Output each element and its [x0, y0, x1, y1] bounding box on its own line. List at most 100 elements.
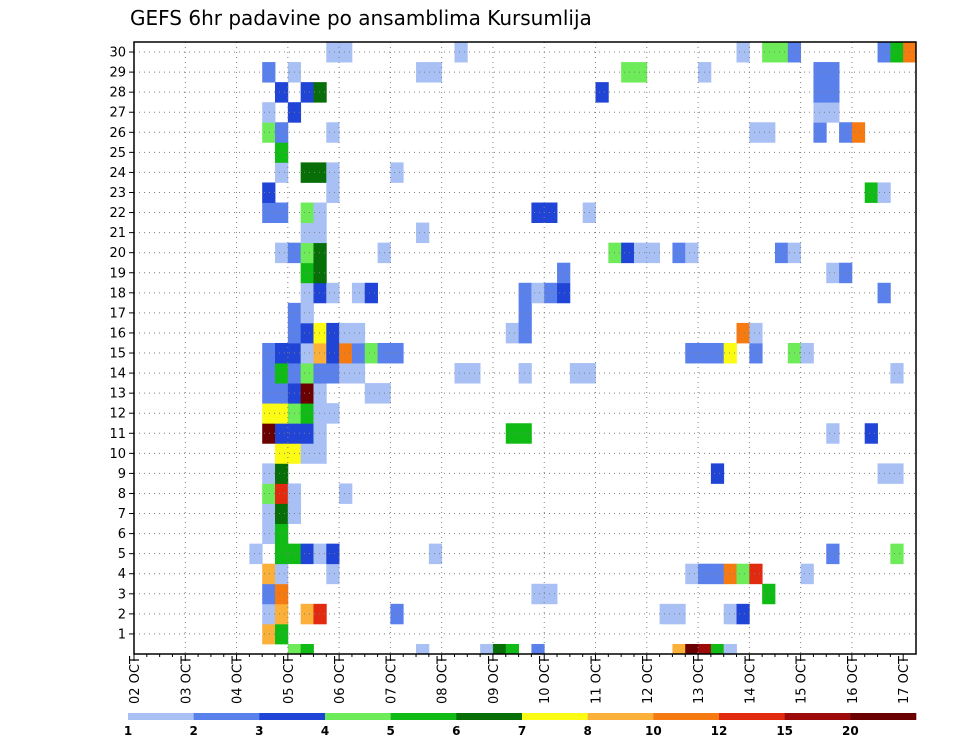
- heatmap-cell: [313, 282, 327, 304]
- heatmap-cell: [621, 62, 635, 83]
- heatmap-cell: [813, 102, 827, 123]
- heatmap-cell: [262, 363, 276, 384]
- colorbar-swatch: [850, 713, 917, 720]
- heatmap-cell: [351, 363, 366, 384]
- heatmap-cell: [364, 342, 378, 364]
- x-tick-label: 12 OCT: [641, 656, 656, 704]
- heatmap-cell: [326, 162, 340, 183]
- y-tick-label: 3: [118, 587, 126, 602]
- heatmap-cell: [262, 122, 276, 143]
- heatmap-cell: [505, 322, 519, 344]
- heatmap-cell: [275, 463, 289, 484]
- y-tick-label: 4: [118, 567, 126, 582]
- heatmap-cell: [774, 242, 789, 264]
- heatmap-cell: [839, 122, 853, 143]
- heatmap-cell: [826, 423, 840, 444]
- heatmap-cell: [851, 122, 866, 143]
- heatmap-cell: [762, 42, 776, 63]
- heatmap-cell: [518, 363, 532, 384]
- heatmap-cell: [326, 282, 340, 304]
- heatmap-cell: [262, 583, 276, 605]
- y-tick-label: 22: [109, 206, 126, 221]
- heatmap-cell: [826, 82, 840, 103]
- heatmap-cell: [262, 483, 276, 504]
- heatmap-cell: [428, 62, 443, 83]
- y-tick-label: 21: [109, 226, 126, 241]
- heatmap-cell: [544, 202, 558, 223]
- heatmap-cell: [339, 42, 353, 63]
- colorbar-swatch: [653, 713, 720, 720]
- heatmap-cell: [800, 563, 814, 585]
- y-tick-label: 15: [109, 347, 126, 362]
- x-tick-label: 08 OCT: [436, 656, 451, 704]
- heatmap-cell: [262, 62, 276, 83]
- y-tick-label: 7: [118, 507, 126, 522]
- heatmap-cell: [813, 122, 827, 143]
- x-tick-label: 05 OCT: [282, 656, 297, 704]
- colorbar-label: 1: [124, 724, 132, 738]
- heatmap-cell: [864, 182, 878, 203]
- heatmap-cell: [339, 483, 353, 504]
- heatmap-cell: [774, 42, 789, 63]
- heatmap-cell: [736, 322, 750, 344]
- heatmap-cells: [249, 42, 917, 655]
- y-tick-label: 11: [109, 427, 126, 442]
- heatmap-cell: [390, 162, 404, 183]
- colorbar-label: 12: [711, 724, 728, 738]
- x-tick-label: 10 OCT: [538, 656, 553, 704]
- heatmap-cell: [518, 322, 532, 344]
- heatmap-cell: [531, 583, 545, 605]
- heatmap-cell: [723, 563, 737, 585]
- heatmap-cell: [313, 342, 327, 364]
- colorbar-swatch: [128, 713, 194, 720]
- heatmap-cell: [633, 242, 648, 264]
- heatmap-cell: [826, 543, 840, 565]
- heatmap-cell: [275, 242, 289, 264]
- heatmap-cell: [505, 423, 519, 444]
- heatmap-cell: [275, 162, 289, 183]
- y-tick-label: 30: [109, 46, 126, 61]
- colorbar-label: 4: [321, 724, 329, 738]
- heatmap-cell: [300, 242, 314, 264]
- heatmap-cell: [339, 342, 353, 364]
- heatmap-cell: [326, 42, 340, 63]
- heatmap-cell: [685, 242, 699, 264]
- heatmap-cell: [262, 403, 276, 424]
- heatmap-cell: [339, 322, 353, 344]
- heatmap-cell: [351, 342, 366, 364]
- y-tick-label: 10: [109, 447, 126, 462]
- heatmap-cell: [262, 182, 276, 203]
- heatmap-cell: [326, 322, 340, 344]
- heatmap-cell: [262, 463, 276, 484]
- heatmap-cell: [518, 423, 532, 444]
- heatmap-cell: [557, 262, 571, 284]
- heatmap-cell: [262, 423, 276, 444]
- heatmap-cell: [326, 543, 340, 565]
- colorbar-swatch: [587, 713, 654, 720]
- heatmap-cell: [313, 202, 327, 223]
- colorbar-label: 6: [452, 724, 460, 738]
- heatmap-cell: [313, 383, 327, 404]
- heatmap-cell: [300, 322, 314, 344]
- heatmap-cell: [249, 543, 263, 565]
- heatmap-cell: [531, 202, 545, 223]
- heatmap-cell: [826, 102, 840, 123]
- heatmap-cell: [300, 222, 314, 244]
- heatmap-cell: [890, 42, 904, 63]
- heatmap-cell: [313, 603, 327, 625]
- colorbar-label: 15: [776, 724, 793, 738]
- heatmap-cell: [300, 363, 314, 384]
- y-tick-label: 1: [118, 627, 126, 642]
- colorbar-swatch: [456, 713, 523, 720]
- plot-frame: [133, 41, 917, 655]
- heatmap-cell: [762, 122, 776, 143]
- heatmap-cell: [518, 302, 532, 324]
- heatmap-cell: [339, 363, 353, 384]
- heatmap-cell: [749, 563, 763, 585]
- colorbar: 1 2 3 4 5 6 7 8 10 12 15 20: [124, 713, 917, 738]
- y-tick-label: 28: [109, 86, 126, 101]
- colorbar-label: 10: [645, 724, 662, 738]
- heatmap-cell: [633, 62, 648, 83]
- x-tick-label: 16 OCT: [846, 656, 861, 704]
- heatmap-cell: [723, 643, 737, 655]
